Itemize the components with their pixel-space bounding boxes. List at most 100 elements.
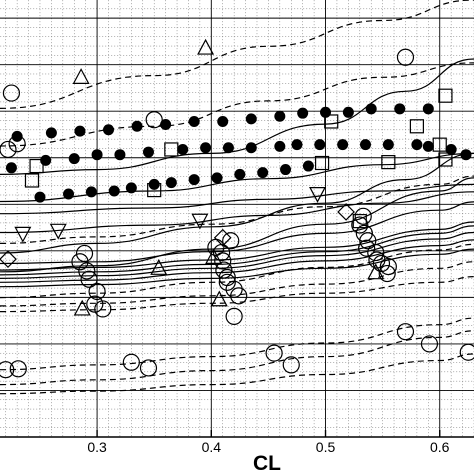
circle-marker [122, 353, 140, 371]
dashed-curve [0, 330, 474, 386]
dot-marker [291, 139, 303, 151]
solid-curve [0, 221, 474, 271]
dot-marker [411, 139, 423, 151]
circle-marker [420, 335, 439, 353]
x-tick-label: 0.6 [430, 439, 450, 455]
dot-marker [460, 149, 472, 161]
dashed-curve [0, 0, 474, 109]
square-marker [29, 158, 44, 174]
circle-marker [218, 273, 236, 291]
x-tick-label: 0.5 [316, 439, 336, 455]
circle-marker [355, 224, 373, 242]
dashed-curve [0, 317, 474, 371]
inverted-triangle-marker [49, 223, 67, 240]
circle-marker [230, 287, 248, 305]
dot-marker [142, 146, 154, 158]
dot-marker [422, 103, 434, 115]
square-marker [409, 119, 424, 134]
circle-marker [214, 252, 232, 270]
circle-marker [378, 264, 396, 283]
dot-marker [74, 125, 86, 137]
dot-marker [342, 106, 354, 118]
circle-marker [368, 251, 386, 269]
x-tick-label: 0.4 [202, 439, 222, 455]
triangle-marker [73, 299, 91, 316]
diamond-marker [213, 228, 232, 247]
dot-marker [217, 115, 229, 127]
dot-marker [160, 119, 172, 131]
dot-marker [320, 106, 332, 118]
dot-marker [274, 110, 286, 122]
inverted-triangle-marker [309, 186, 327, 203]
dot-marker [257, 167, 269, 179]
square-marker [24, 173, 40, 188]
x-axis-ticks: 0.3 0.4 0.5 0.6 [87, 430, 450, 455]
dot-marker [131, 120, 143, 132]
circle-marker [282, 356, 300, 374]
circle-marker [139, 359, 158, 377]
circle-marker [459, 343, 474, 361]
circle-marker [0, 361, 15, 379]
solid-curve [0, 177, 474, 273]
circle-marker [359, 232, 377, 250]
circle-marker [78, 262, 96, 280]
triangle-marker [72, 68, 90, 84]
solid-curve [0, 239, 474, 283]
dot-marker [11, 130, 23, 142]
x-tick-label: 0.3 [87, 439, 107, 455]
circle-marker [2, 84, 21, 102]
dot-marker [188, 115, 200, 127]
circle-marker [225, 307, 243, 325]
dashed-curve [0, 353, 474, 395]
diamond-marker [337, 203, 355, 221]
dot-marker [34, 191, 46, 203]
dot-marker [280, 164, 292, 176]
triangle-marker [197, 38, 215, 55]
triangle-marker [150, 259, 168, 275]
square-marker [314, 155, 330, 171]
dot-marker [91, 149, 103, 161]
circle-marker [75, 244, 94, 263]
dot-marker [5, 162, 17, 174]
solid-curve [0, 201, 474, 265]
triangle-marker [205, 248, 223, 264]
circle-marker [86, 295, 104, 313]
dot-marker [337, 139, 349, 151]
circle-marker [222, 232, 240, 250]
dot-marker [85, 186, 97, 198]
dot-marker [382, 139, 394, 151]
dot-marker [45, 127, 57, 139]
circle-marker [215, 261, 233, 279]
circle-marker [88, 282, 106, 301]
solid-curve [0, 225, 474, 276]
circle-marker [225, 280, 243, 298]
dot-marker [188, 174, 200, 186]
dashed-curve [0, 276, 474, 313]
dot-marker [422, 140, 434, 152]
dot-marker [68, 153, 80, 165]
dot-marker [359, 139, 371, 151]
dot-marker [148, 178, 160, 190]
dot-marker [108, 185, 120, 197]
triangle-marker [210, 290, 228, 307]
circle-marker [80, 270, 98, 288]
circle-marker [265, 344, 283, 362]
square-marker [381, 155, 396, 170]
dot-marker [165, 177, 177, 189]
dot-marker [234, 168, 246, 180]
dot-marker [103, 124, 115, 136]
diamond-marker [0, 250, 17, 268]
dashed-curve [0, 62, 474, 147]
dot-marker [245, 113, 257, 125]
dot-marker [222, 142, 234, 154]
circle-marker [396, 48, 415, 66]
solid-curve [0, 248, 474, 288]
circle-marker [396, 323, 415, 341]
dot-marker [177, 143, 189, 155]
circle-marker [71, 253, 89, 271]
circle-marker [0, 140, 17, 159]
circle-marker [9, 360, 27, 378]
solid-curve [0, 183, 474, 215]
dot-marker [63, 188, 75, 200]
